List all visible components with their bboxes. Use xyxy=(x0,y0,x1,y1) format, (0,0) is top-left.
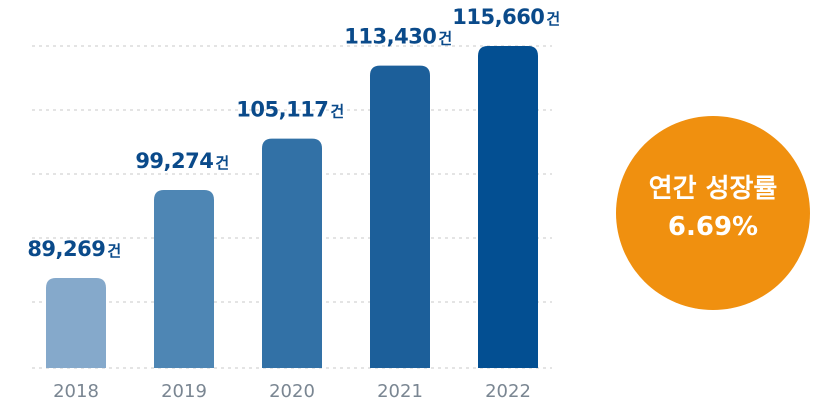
bar-2021 xyxy=(370,65,430,369)
bar-2020 xyxy=(262,138,322,368)
growth-rate-value: 6.69% xyxy=(668,212,758,242)
bars-group xyxy=(46,46,538,369)
x-tick-2019: 2019 xyxy=(161,381,207,402)
bar-2019 xyxy=(154,190,214,368)
bar-2018 xyxy=(46,278,106,368)
data-label-2021: 113,430 건 xyxy=(344,25,451,49)
data-label-2022: 115,660 건 xyxy=(452,5,559,29)
growth-rate-title: 연간 성장률 xyxy=(649,174,778,204)
x-tick-labels-group: 2018 2019 2020 2021 2022 xyxy=(53,381,531,402)
data-label-2018: 89,269 건 xyxy=(27,237,120,261)
x-tick-2021: 2021 xyxy=(377,381,423,402)
x-tick-2020: 2020 xyxy=(269,381,315,402)
growth-rate-badge: 연간 성장률 6.69% xyxy=(616,116,810,310)
bar-2022 xyxy=(478,46,538,368)
growth-rate-circle xyxy=(616,116,810,310)
x-tick-2022: 2022 xyxy=(485,381,531,402)
data-label-2019: 99,274 건 xyxy=(135,149,228,173)
x-tick-2018: 2018 xyxy=(53,381,99,402)
data-label-2020: 105,117 건 xyxy=(236,98,343,122)
